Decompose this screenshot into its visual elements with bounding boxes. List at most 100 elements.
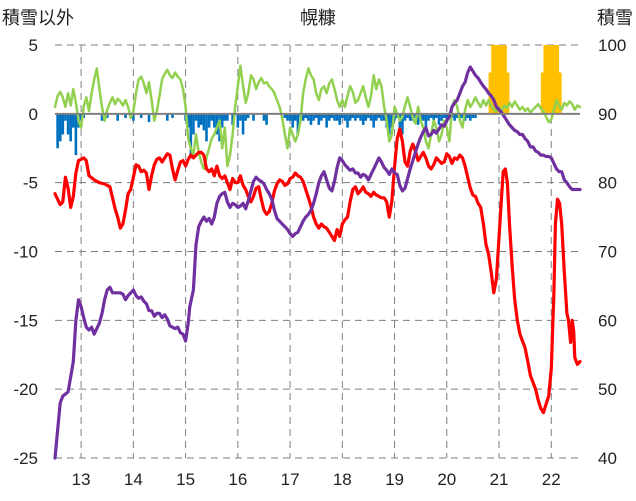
- x-tick-label: 21: [490, 470, 509, 489]
- bar-orange: [556, 72, 562, 114]
- right-tick-label: 90: [598, 105, 617, 124]
- bar-blue: [388, 113, 391, 135]
- bar-blue: [354, 113, 357, 121]
- bar-blue: [466, 113, 469, 118]
- bar-blue: [367, 113, 370, 118]
- bar-blue: [377, 113, 381, 118]
- bar-blue: [58, 113, 62, 142]
- x-tick-label: 18: [333, 470, 352, 489]
- right-tick-label: 60: [598, 311, 617, 330]
- bar-blue: [199, 113, 203, 125]
- left-axis-label: 積雪以外: [2, 8, 74, 28]
- left-tick-label: -10: [13, 243, 38, 262]
- bar-blue: [325, 113, 328, 128]
- bar-blue: [79, 113, 83, 121]
- series-line-0: [53, 127, 582, 415]
- bar-blue: [338, 113, 342, 125]
- bar-blue: [333, 113, 336, 121]
- bar-blue: [427, 113, 430, 121]
- bar-orange: [543, 45, 549, 114]
- bar-blue: [335, 113, 339, 121]
- bar-blue: [406, 113, 409, 118]
- bar-blue: [382, 113, 386, 121]
- bar-series: [56, 45, 562, 156]
- bar-blue: [213, 113, 216, 128]
- bar-blue: [327, 113, 331, 121]
- right-tick-label: 40: [598, 449, 617, 468]
- bar-blue: [307, 113, 310, 121]
- right-tick-label: 100: [598, 36, 626, 55]
- bar-blue: [301, 113, 305, 121]
- bar-blue: [390, 113, 394, 128]
- bar-blue: [226, 113, 229, 121]
- bar-orange: [501, 45, 507, 114]
- bar-orange: [551, 45, 557, 114]
- bar-blue: [468, 113, 472, 121]
- bar-blue: [296, 113, 300, 135]
- bar-blue: [348, 113, 352, 121]
- bar-blue: [432, 113, 436, 121]
- bar-blue: [64, 113, 67, 121]
- bar-blue: [100, 113, 104, 121]
- x-tick-label: 14: [124, 470, 143, 489]
- series-line-1: [53, 65, 582, 460]
- right-tick-label: 50: [598, 380, 617, 399]
- bar-blue: [442, 113, 446, 118]
- right-tick-label: 70: [598, 243, 617, 262]
- x-tick-label: 19: [385, 470, 404, 489]
- bar-blue: [369, 113, 373, 121]
- bar-blue: [361, 113, 365, 125]
- bar-blue: [246, 113, 250, 118]
- bar-blue: [220, 113, 224, 128]
- bar-blue: [241, 113, 245, 135]
- bar-blue: [453, 113, 456, 121]
- bar-orange: [488, 72, 494, 114]
- bar-blue: [166, 113, 169, 121]
- left-tick-label: 5: [29, 36, 38, 55]
- bar-blue: [320, 113, 323, 121]
- bar-blue: [283, 113, 287, 118]
- bar-blue: [314, 113, 318, 118]
- bar-blue: [356, 113, 360, 118]
- bar-blue: [343, 113, 347, 121]
- bar-blue: [244, 113, 247, 121]
- bar-blue: [346, 113, 349, 128]
- left-tick-label: -5: [23, 174, 38, 193]
- bar-orange: [548, 45, 554, 114]
- bar-blue: [445, 113, 449, 121]
- bar-blue: [147, 113, 151, 123]
- bar-blue: [186, 113, 190, 128]
- chart-title: 幌糠: [300, 7, 336, 28]
- bar-blue: [205, 113, 208, 142]
- bar-blue: [401, 113, 404, 135]
- bar-blue: [421, 113, 425, 121]
- bar-orange: [499, 45, 505, 114]
- bar-blue: [455, 113, 459, 118]
- bar-blue: [69, 113, 72, 142]
- bar-orange: [493, 45, 500, 114]
- bar-blue: [293, 113, 297, 121]
- x-tick-label: 13: [72, 470, 91, 489]
- bar-blue: [429, 113, 433, 118]
- bar-blue: [291, 113, 294, 128]
- bar-blue: [471, 113, 475, 118]
- bar-blue: [189, 113, 193, 156]
- bar-blue: [437, 113, 441, 125]
- bar-blue: [309, 113, 313, 125]
- bar-blue: [194, 113, 198, 121]
- bar-blue: [374, 113, 378, 121]
- bar-blue: [424, 113, 428, 128]
- right-axis-label: 積雪: [597, 8, 633, 28]
- bar-blue: [71, 113, 75, 128]
- bar-blue: [359, 113, 362, 121]
- bar-blue: [210, 113, 214, 121]
- bar-blue: [139, 113, 143, 118]
- bar-blue: [286, 113, 289, 121]
- left-tick-label: -20: [13, 380, 38, 399]
- bar-blue: [74, 113, 78, 156]
- bar-blue: [474, 113, 477, 118]
- bar-blue: [116, 113, 119, 121]
- right-tick-label: 80: [598, 174, 617, 193]
- bar-blue: [408, 113, 412, 121]
